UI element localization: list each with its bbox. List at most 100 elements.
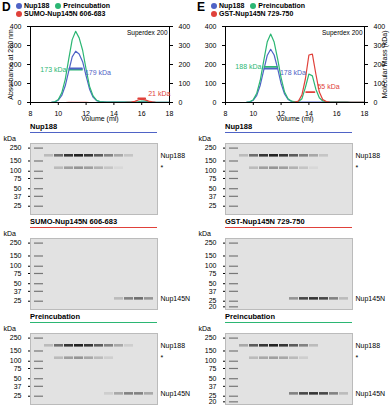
svg-text:150: 150 <box>205 157 217 164</box>
svg-text:300: 300 <box>205 42 217 49</box>
svg-text:400: 400 <box>374 23 386 30</box>
svg-text:200: 200 <box>179 61 191 68</box>
svg-text:75: 75 <box>14 175 22 182</box>
svg-text:250: 250 <box>10 334 22 341</box>
svg-text:178 kDa: 178 kDa <box>280 69 306 76</box>
svg-text:173 kDa: 173 kDa <box>40 66 66 73</box>
svg-text:25: 25 <box>14 392 22 399</box>
svg-text:kDa: kDa <box>4 230 17 237</box>
svg-text:kDa: kDa <box>4 135 17 142</box>
svg-text:25: 25 <box>209 202 217 209</box>
svg-text:100: 100 <box>205 357 217 364</box>
svg-text:kDa: kDa <box>4 325 17 332</box>
html-text:Nup188: Nup188 <box>225 122 253 131</box>
svg-text:Nup188: Nup188 <box>356 342 381 350</box>
svg-text:Nup145N: Nup145N <box>161 295 191 303</box>
svg-text:50: 50 <box>14 280 22 287</box>
svg-text:55 kDa: 55 kDa <box>317 83 339 90</box>
svg-text:50: 50 <box>14 375 22 382</box>
svg-text:Nup188: Nup188 <box>161 152 186 160</box>
svg-text:75: 75 <box>209 175 217 182</box>
svg-text:25: 25 <box>14 202 22 209</box>
html-text:Nup188: Nup188 <box>30 122 58 131</box>
svg-text:18: 18 <box>166 110 174 117</box>
svg-text:0: 0 <box>213 99 217 106</box>
svg-text:*: * <box>161 354 164 361</box>
svg-text:250: 250 <box>10 144 22 151</box>
svg-text:Nup188: Nup188 <box>356 152 381 160</box>
svg-text:8: 8 <box>224 110 228 117</box>
svg-text:150: 150 <box>205 252 217 259</box>
svg-text:0: 0 <box>18 99 22 106</box>
svg-text:188 kDa: 188 kDa <box>235 63 261 70</box>
svg-text:25: 25 <box>14 297 22 304</box>
svg-text:50: 50 <box>209 280 217 287</box>
svg-text:10: 10 <box>54 110 62 117</box>
svg-text:kDa: kDa <box>199 325 212 332</box>
svg-text:179 kDa: 179 kDa <box>85 69 111 76</box>
svg-text:200: 200 <box>205 61 217 68</box>
svg-text:100: 100 <box>10 167 22 174</box>
svg-text:20: 20 <box>209 398 217 405</box>
svg-text:250: 250 <box>10 239 22 246</box>
svg-text:kDa: kDa <box>199 135 212 142</box>
svg-text:150: 150 <box>10 347 22 354</box>
html-text:Preincubation: Preincubation <box>30 312 80 321</box>
svg-text:kDa: kDa <box>199 230 212 237</box>
svg-text:16: 16 <box>333 110 341 117</box>
svg-text:300: 300 <box>179 42 191 49</box>
svg-text:37: 37 <box>14 193 22 200</box>
html-text:GST-Nup145N 729-750: GST-Nup145N 729-750 <box>225 217 305 226</box>
svg-text:0: 0 <box>374 99 378 106</box>
html-text:D: D <box>2 0 11 14</box>
svg-text:400: 400 <box>205 23 217 30</box>
svg-text:Superdex 200: Superdex 200 <box>322 29 363 37</box>
svg-text:18: 18 <box>361 110 369 117</box>
svg-text:*: * <box>356 354 359 361</box>
svg-text:37: 37 <box>14 383 22 390</box>
svg-text:100: 100 <box>179 80 191 87</box>
svg-text:150: 150 <box>10 252 22 259</box>
svg-text:0: 0 <box>179 99 183 106</box>
svg-text:Nup188: Nup188 <box>161 342 186 350</box>
svg-text:150: 150 <box>10 157 22 164</box>
svg-text:Volume (ml): Volume (ml) <box>276 115 313 123</box>
svg-text:250: 250 <box>205 334 217 341</box>
svg-text:8: 8 <box>29 110 33 117</box>
svg-text:37: 37 <box>209 383 217 390</box>
svg-text:250: 250 <box>205 144 217 151</box>
svg-text:37: 37 <box>209 193 217 200</box>
svg-text:100: 100 <box>205 167 217 174</box>
svg-text:Nup145N: Nup145N <box>161 390 191 398</box>
svg-text:Nup145N: Nup145N <box>356 295 386 303</box>
svg-text:75: 75 <box>209 365 217 372</box>
svg-text:150: 150 <box>205 347 217 354</box>
svg-text:50: 50 <box>14 185 22 192</box>
svg-text:100: 100 <box>10 262 22 269</box>
svg-text:250: 250 <box>205 239 217 246</box>
svg-text:*: * <box>161 164 164 171</box>
svg-text:*: * <box>356 164 359 171</box>
svg-text:400: 400 <box>179 23 191 30</box>
svg-text:400: 400 <box>10 23 22 30</box>
svg-text:21 kDa: 21 kDa <box>148 90 170 97</box>
svg-text:37: 37 <box>209 288 217 295</box>
svg-text:20: 20 <box>209 303 217 310</box>
svg-text:100: 100 <box>205 80 217 87</box>
svg-text:Volume (ml): Volume (ml) <box>81 115 118 123</box>
svg-text:Nup145N: Nup145N <box>356 390 386 398</box>
html-text:SUMO-Nup145N 606-683: SUMO-Nup145N 606-683 <box>30 217 118 226</box>
svg-text:10: 10 <box>249 110 257 117</box>
svg-text:75: 75 <box>14 270 22 277</box>
svg-text:50: 50 <box>209 185 217 192</box>
svg-text:37: 37 <box>14 288 22 295</box>
svg-text:Absorbance at 280 nm: Absorbance at 280 nm <box>7 29 14 100</box>
svg-text:50: 50 <box>209 375 217 382</box>
svg-text:Molecular Mass (kDa): Molecular Mass (kDa) <box>381 30 389 98</box>
svg-text:16: 16 <box>138 110 146 117</box>
svg-text:Superdex 200: Superdex 200 <box>127 29 168 37</box>
svg-text:75: 75 <box>14 365 22 372</box>
svg-text:100: 100 <box>205 262 217 269</box>
svg-text:100: 100 <box>10 357 22 364</box>
svg-text:75: 75 <box>209 270 217 277</box>
